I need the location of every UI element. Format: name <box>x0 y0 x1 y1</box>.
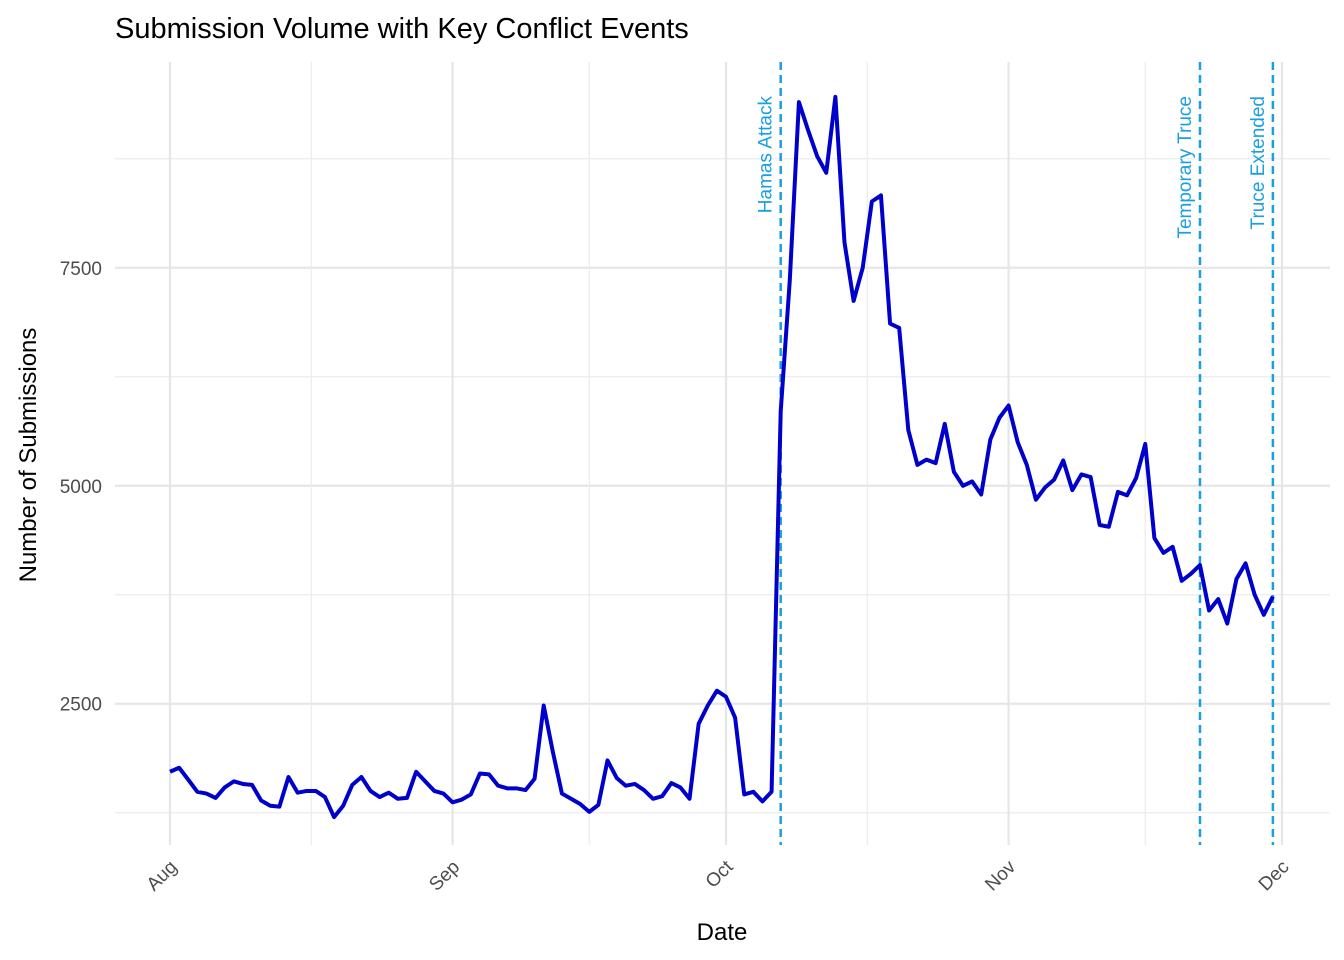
y-tick-label: 5000 <box>60 477 102 498</box>
y-axis-title: Number of Submissions <box>15 328 42 583</box>
data-line <box>169 94 1275 820</box>
x-tick-label: Aug <box>143 857 182 896</box>
event-label: Hamas Attack <box>756 96 777 214</box>
x-tick-label: Sep <box>425 857 464 896</box>
x-axis-title: Date <box>697 919 748 946</box>
x-tick-label: Dec <box>1255 857 1294 896</box>
x-tick-label: Oct <box>702 856 738 892</box>
chart-title: Submission Volume with Key Conflict Even… <box>115 13 689 45</box>
y-tick-label: 2500 <box>60 695 102 716</box>
grid <box>115 62 1330 845</box>
x-tick-label: Nov <box>981 856 1020 895</box>
event-label: Truce Extended <box>1248 96 1269 229</box>
y-tick-label: 7500 <box>60 259 102 280</box>
event-label: Temporary Truce <box>1175 96 1196 239</box>
